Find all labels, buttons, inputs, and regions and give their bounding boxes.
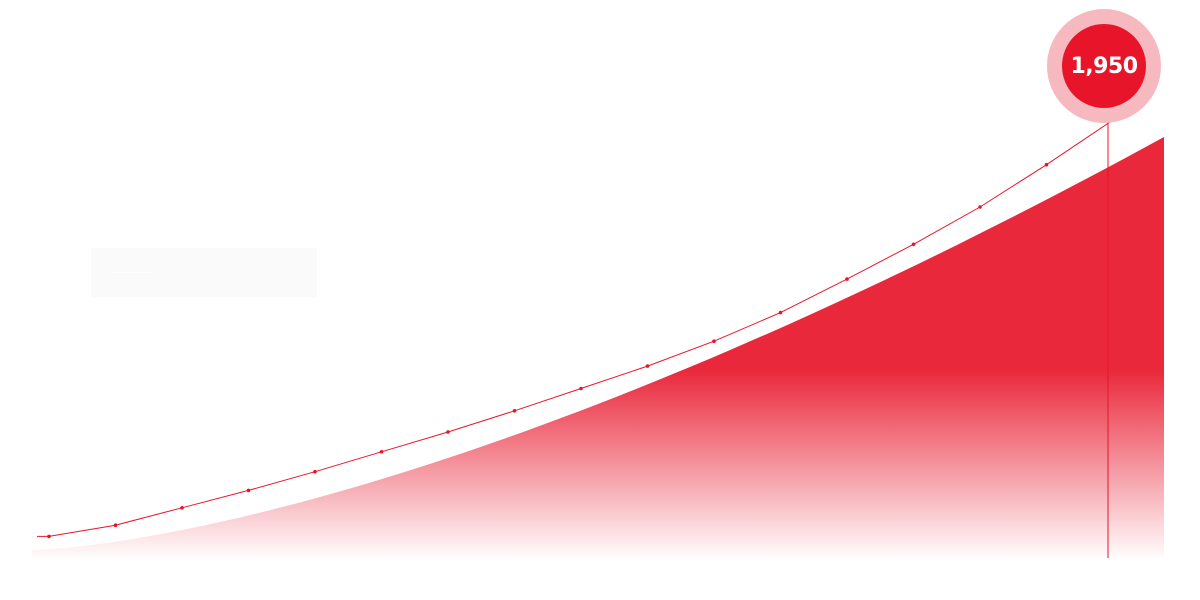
highlight-value: 1,950 <box>1070 53 1138 79</box>
data-point <box>911 242 916 247</box>
highlight-badge: 1,950 <box>1062 24 1146 108</box>
data-point <box>313 469 317 474</box>
data-point <box>845 277 849 281</box>
data-point <box>113 523 118 527</box>
data-point <box>1044 162 1049 167</box>
background-area <box>32 137 1164 560</box>
legend <box>91 248 317 297</box>
data-point <box>446 430 450 434</box>
data-point <box>47 534 51 539</box>
data-point <box>180 506 184 510</box>
data-point <box>579 386 583 391</box>
data-point <box>379 450 384 454</box>
data-point <box>778 310 783 315</box>
legend-line-swatch <box>113 272 153 273</box>
series-line <box>37 119 1114 537</box>
data-point <box>712 339 716 344</box>
data-point <box>246 488 251 493</box>
data-point <box>645 364 650 368</box>
data-point <box>512 409 517 413</box>
data-point <box>978 205 982 209</box>
